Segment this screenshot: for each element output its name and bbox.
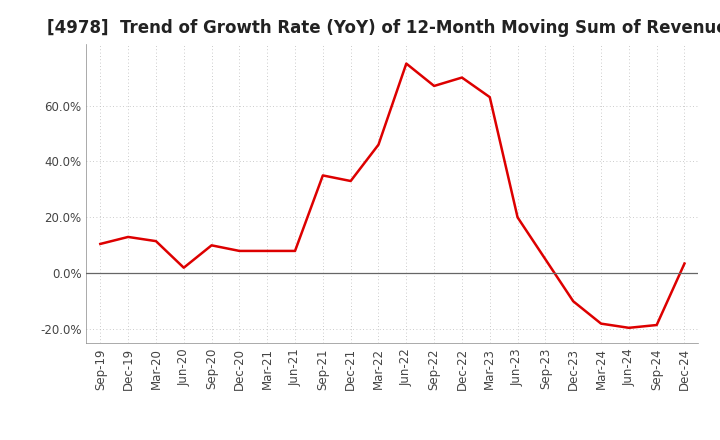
Title: [4978]  Trend of Growth Rate (YoY) of 12-Month Moving Sum of Revenues: [4978] Trend of Growth Rate (YoY) of 12-… — [47, 19, 720, 37]
